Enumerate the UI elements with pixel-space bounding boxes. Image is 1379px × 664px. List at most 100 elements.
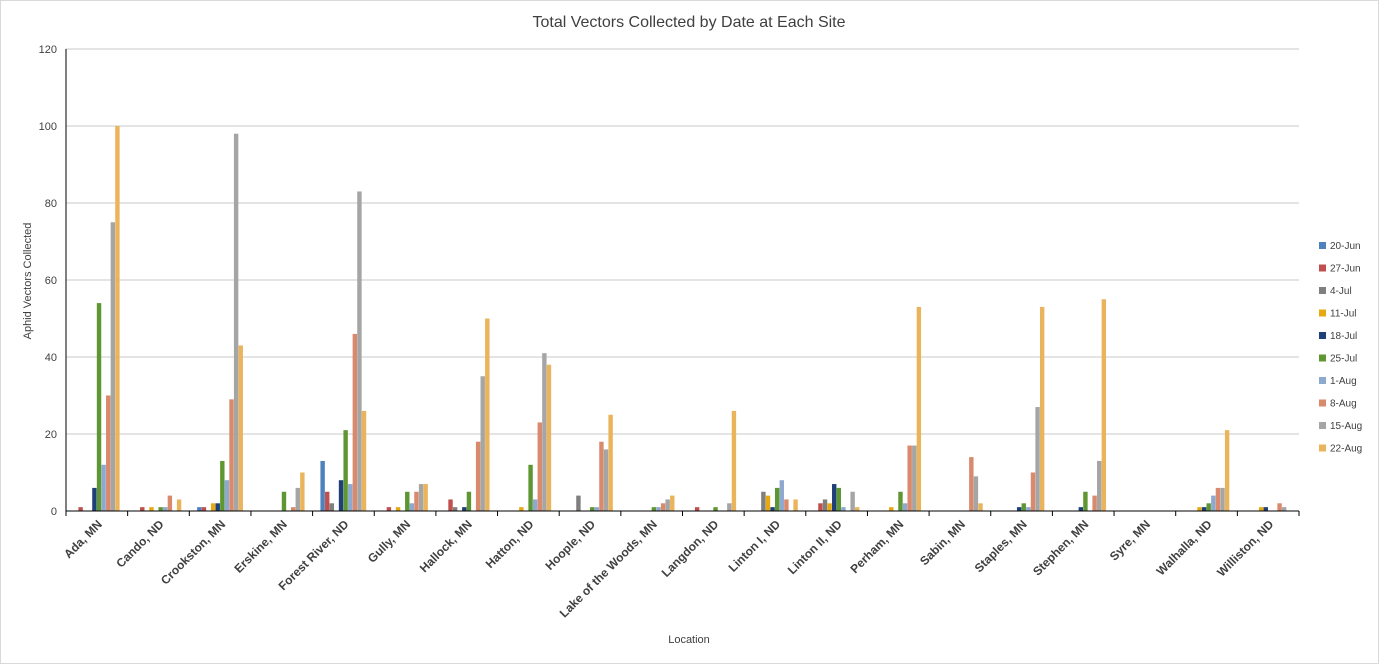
bar: [1030, 472, 1036, 511]
bar: [665, 499, 670, 511]
bar: [907, 445, 912, 511]
bar: [784, 499, 789, 511]
bar: [822, 499, 828, 511]
bar: [1078, 507, 1084, 511]
bar: [1220, 487, 1225, 511]
bar: [1206, 503, 1211, 511]
legend-swatch: [1319, 354, 1326, 362]
bar: [832, 484, 837, 511]
bar: [761, 491, 766, 511]
legend-label: 8-Aug: [1330, 399, 1357, 410]
y-tick-label: 120: [39, 44, 57, 56]
bar: [452, 507, 458, 511]
legend-swatch: [1319, 287, 1326, 294]
bar: [1211, 495, 1216, 511]
bar: [973, 476, 979, 511]
bar: [78, 507, 83, 511]
x-axis-title: Location: [668, 634, 710, 646]
bar: [352, 333, 358, 511]
bar: [670, 495, 675, 511]
bar: [238, 345, 243, 511]
legend-swatch: [1319, 444, 1326, 452]
bar: [1277, 503, 1282, 511]
bar: [485, 318, 490, 511]
legend-label: 20-Jun: [1330, 241, 1361, 252]
bar: [96, 303, 102, 511]
legend: 20-Jun 27-Jun 4-Jul 11-Jul 18-Jul 25-Jul 1-Aug…: [1319, 241, 1362, 455]
y-tick-label: 80: [45, 198, 57, 210]
bar: [475, 441, 481, 511]
bar: [163, 507, 168, 511]
bar: [694, 507, 700, 511]
bar: [1224, 430, 1230, 511]
legend-label: 4-Jul: [1330, 286, 1352, 297]
legend-swatch: [1319, 422, 1326, 429]
legend-label: 27-Jun: [1330, 264, 1361, 275]
y-axis-title: Aphid Vectors Collected: [22, 223, 34, 340]
bar: [1281, 507, 1287, 511]
bar: [818, 503, 823, 511]
bar: [793, 499, 798, 511]
legend-swatch: [1319, 264, 1326, 272]
bar: [224, 480, 230, 511]
bar: [779, 480, 784, 511]
bar: [855, 507, 860, 511]
bar: [1101, 299, 1107, 511]
bar: [300, 472, 305, 511]
y-tick-label: 100: [39, 121, 57, 133]
y-tick-label: 60: [45, 275, 57, 287]
bar: [827, 503, 832, 511]
bar: [466, 491, 472, 511]
bar: [1035, 407, 1040, 511]
legend-label: 15-Aug: [1330, 421, 1362, 432]
bar: [106, 395, 111, 511]
bar: [414, 491, 419, 511]
bar: [1026, 507, 1031, 511]
bar: [603, 449, 609, 511]
bar: [295, 487, 300, 511]
bar: [656, 507, 661, 511]
bar: [348, 484, 353, 511]
y-tick-label: 20: [45, 429, 57, 441]
bar: [532, 499, 538, 511]
gridlines: [66, 48, 1299, 435]
bar: [409, 503, 415, 511]
bar: [167, 495, 173, 511]
bar: [1016, 507, 1022, 511]
bar: [841, 507, 846, 511]
bar: [765, 495, 771, 511]
bar: [1263, 507, 1268, 511]
bar: [101, 464, 106, 511]
legend-label: 18-Jul: [1330, 331, 1357, 342]
bar: [608, 414, 613, 511]
bar: [357, 191, 362, 511]
bar: [480, 376, 485, 511]
bar: [386, 507, 392, 511]
bar: [220, 460, 225, 511]
legend-swatch: [1319, 377, 1326, 384]
bar: [92, 487, 97, 511]
legend-swatch: [1319, 309, 1326, 317]
bar: [418, 484, 424, 511]
bar: [660, 503, 666, 511]
bar: [774, 487, 780, 511]
bar: [110, 222, 116, 511]
y-tick-label: 0: [51, 506, 57, 518]
legend-label: 25-Jul: [1330, 354, 1357, 365]
bar: [916, 306, 922, 511]
bar: [423, 484, 428, 511]
bar: [889, 507, 894, 511]
bar: [969, 457, 974, 511]
bar: [290, 507, 296, 511]
y-axis-ticks: 0 20 40 60 80 100 120: [39, 44, 57, 518]
bar: [462, 507, 467, 511]
bar: [546, 364, 552, 511]
bar: [713, 507, 718, 511]
x-axis: [65, 49, 1300, 516]
bar: [1215, 487, 1221, 511]
bar: [140, 507, 145, 511]
bar: [537, 422, 542, 511]
bar: [1021, 503, 1026, 511]
bar: [197, 507, 202, 511]
